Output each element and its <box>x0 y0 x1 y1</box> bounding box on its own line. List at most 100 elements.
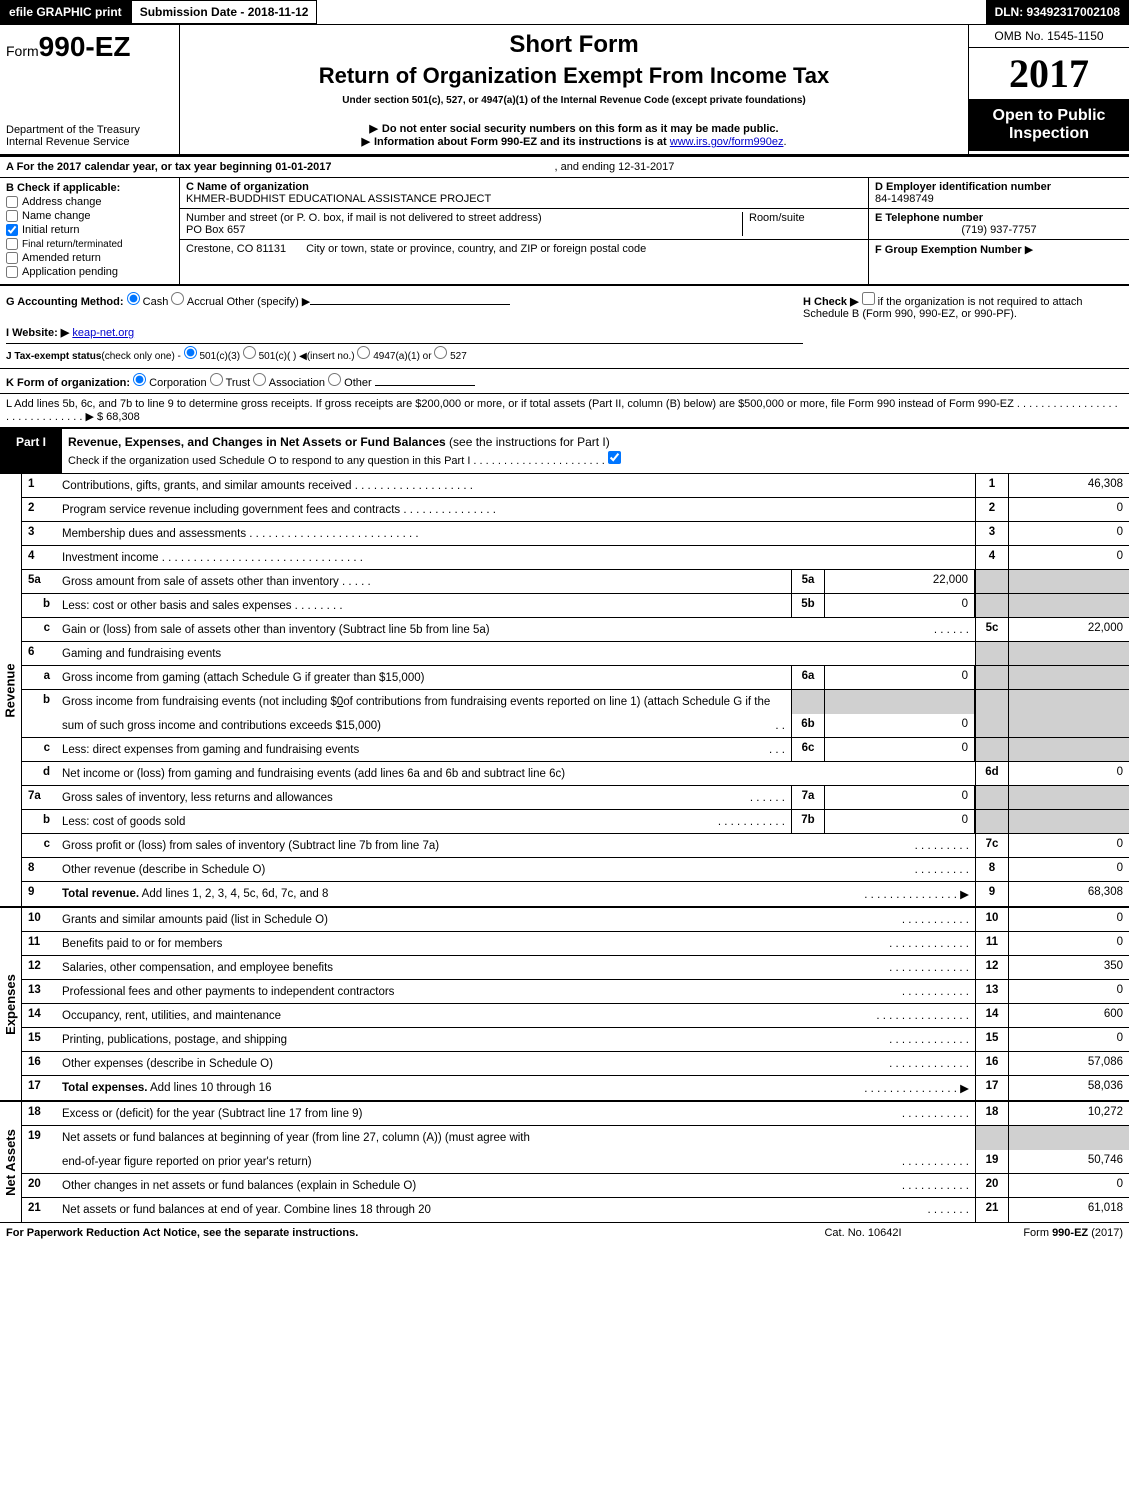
line-19-outnum-shade <box>975 1126 1009 1150</box>
line-8-val: 0 <box>1009 858 1129 881</box>
row-h-schedule-b: H Check ▶ if the organization is not req… <box>803 292 1123 362</box>
chk-final-return: Final return/terminated <box>6 238 173 250</box>
line-6b-desc1b: of contributions from fundraising events… <box>343 696 770 708</box>
line-6b-midval: 0 <box>825 714 975 737</box>
g-label: G Accounting Method: <box>6 296 124 308</box>
line-2-num: 2 <box>22 498 56 521</box>
radio-trust[interactable] <box>210 373 223 386</box>
efile-print-button[interactable]: efile GRAPHIC print <box>0 0 131 24</box>
line-6d-val: 0 <box>1009 762 1129 785</box>
line-5a-desc: Gross amount from sale of assets other t… <box>56 570 791 593</box>
line-3-outnum: 3 <box>975 522 1009 545</box>
line-7b-desc: Less: cost of goods sold. . . . . . . . … <box>56 810 791 833</box>
dln-label: DLN: 93492317002108 <box>986 0 1129 24</box>
radio-501c[interactable] <box>243 346 256 359</box>
checkbox-schedule-b[interactable] <box>862 292 875 305</box>
line-10: 10 Grants and similar amounts paid (list… <box>22 908 1129 932</box>
lbl-name-change: Name change <box>22 210 91 222</box>
radio-association[interactable] <box>253 373 266 386</box>
line-20-outnum: 20 <box>975 1174 1009 1197</box>
side-label-netassets: Net Assets <box>0 1102 22 1222</box>
row-g-accounting: G Accounting Method: Cash Accrual Other … <box>0 286 1129 369</box>
line-2-desc: Program service revenue including govern… <box>56 498 975 521</box>
line-12-dots: . . . . . . . . . . . . . <box>889 962 969 974</box>
line-9-val: 68,308 <box>1009 882 1129 906</box>
side-label-revenue-text: Revenue <box>3 663 18 717</box>
lbl-accrual: Accrual <box>187 296 224 308</box>
chk-name-change: Name change <box>6 210 173 222</box>
line-21-val: 61,018 <box>1009 1198 1129 1222</box>
line-5b-midval: 0 <box>825 594 975 617</box>
line-5b-outval-shade <box>1009 594 1129 617</box>
lbl-501c: 501(c)( ) ◀(insert no.) <box>259 351 355 362</box>
checkbox-amended-return[interactable] <box>6 252 18 264</box>
line-21-dots: . . . . . . . <box>927 1204 969 1216</box>
lbl-address-change: Address change <box>22 196 102 208</box>
footer-right-pre: Form <box>1023 1227 1052 1239</box>
tax-year: 2017 <box>969 48 1129 99</box>
lbl-amended-return: Amended return <box>22 252 101 264</box>
checkbox-application-pending[interactable] <box>6 266 18 278</box>
radio-accrual[interactable] <box>171 292 184 305</box>
line-19-outval-shade <box>1009 1126 1129 1150</box>
part-1-check-text: Check if the organization used Schedule … <box>68 455 605 467</box>
line-4-outnum: 4 <box>975 546 1009 569</box>
row-k-org-form: K Form of organization: Corporation Trus… <box>0 369 1129 394</box>
dept-treasury: Department of the Treasury <box>6 124 173 136</box>
line-15-val: 0 <box>1009 1028 1129 1051</box>
line-5b-midnum: 5b <box>791 594 825 617</box>
part-1-header: Part I Revenue, Expenses, and Changes in… <box>0 428 1129 474</box>
group-exemption-arrow: ▶ <box>1025 244 1033 256</box>
line-7b-outnum-shade <box>975 810 1009 833</box>
lbl-other: Other <box>344 377 372 389</box>
line-10-dots: . . . . . . . . . . . <box>902 914 969 926</box>
line-14-desc-text: Occupancy, rent, utilities, and maintena… <box>62 1010 281 1022</box>
radio-corporation[interactable] <box>133 373 146 386</box>
radio-4947[interactable] <box>357 346 370 359</box>
line-5c: c Gain or (loss) from sale of assets oth… <box>22 618 1129 642</box>
radio-cash[interactable] <box>127 292 140 305</box>
line-16-val: 57,086 <box>1009 1052 1129 1075</box>
section-bcd: B Check if applicable: Address change Na… <box>0 178 1129 286</box>
line-18-outnum: 18 <box>975 1102 1009 1125</box>
j-text: (check only one) - <box>101 351 180 362</box>
checkbox-initial-return[interactable] <box>6 224 18 236</box>
line-6b-desc1-text: Gross income from fundraising events (no… <box>62 696 337 708</box>
line-16-desc: Other expenses (describe in Schedule O).… <box>56 1052 975 1075</box>
side-label-expenses: Expenses <box>0 908 22 1100</box>
line-5b: b Less: cost or other basis and sales ex… <box>22 594 1129 618</box>
line-5c-desc-text: Gain or (loss) from sale of assets other… <box>62 624 490 636</box>
part-1-tab: Part I <box>0 429 62 473</box>
line-7a-outnum-shade <box>975 786 1009 809</box>
line-6c-desc-text: Less: direct expenses from gaming and fu… <box>62 744 359 756</box>
checkbox-address-change[interactable] <box>6 196 18 208</box>
website-link[interactable]: keap-net.org <box>72 327 134 339</box>
line-13-val: 0 <box>1009 980 1129 1003</box>
line-17-desc-text: Total expenses. Add lines 10 through 16 <box>62 1082 271 1094</box>
form-prefix: Form <box>6 43 39 59</box>
form-number-big: 990-EZ <box>39 31 131 62</box>
line-16: 16 Other expenses (describe in Schedule … <box>22 1052 1129 1076</box>
radio-501c3[interactable] <box>184 346 197 359</box>
ssn-notice: Do not enter social security numbers on … <box>186 122 962 135</box>
checkbox-name-change[interactable] <box>6 210 18 222</box>
line-18-dots: . . . . . . . . . . . <box>902 1108 969 1120</box>
checkbox-schedule-o[interactable] <box>608 451 621 464</box>
form990ez-link[interactable]: www.irs.gov/form990ez <box>670 136 784 148</box>
line-11-dots: . . . . . . . . . . . . . <box>889 938 969 950</box>
line-19-outnum: 19 <box>975 1150 1009 1173</box>
line-6b-outval-shade2 <box>1009 714 1129 737</box>
line-5b-desc: Less: cost or other basis and sales expe… <box>56 594 791 617</box>
line-14-desc: Occupancy, rent, utilities, and maintena… <box>56 1004 975 1027</box>
radio-527[interactable] <box>434 346 447 359</box>
radio-other[interactable] <box>328 373 341 386</box>
org-name-row: C Name of organization KHMER-BUDDHIST ED… <box>180 178 868 209</box>
side-label-expenses-text: Expenses <box>3 974 18 1035</box>
chk-initial-return: Initial return <box>6 224 173 236</box>
footer-right: Form 990-EZ (2017) <box>963 1227 1123 1239</box>
line-6b-midnum: 6b <box>791 714 825 737</box>
group-exemption-label: F Group Exemption Number <box>875 244 1022 256</box>
line-5a-num: 5a <box>22 570 56 593</box>
checkbox-final-return[interactable] <box>6 238 18 250</box>
row-l-gross-receipts: L Add lines 5b, 6c, and 7b to line 9 to … <box>0 394 1129 428</box>
